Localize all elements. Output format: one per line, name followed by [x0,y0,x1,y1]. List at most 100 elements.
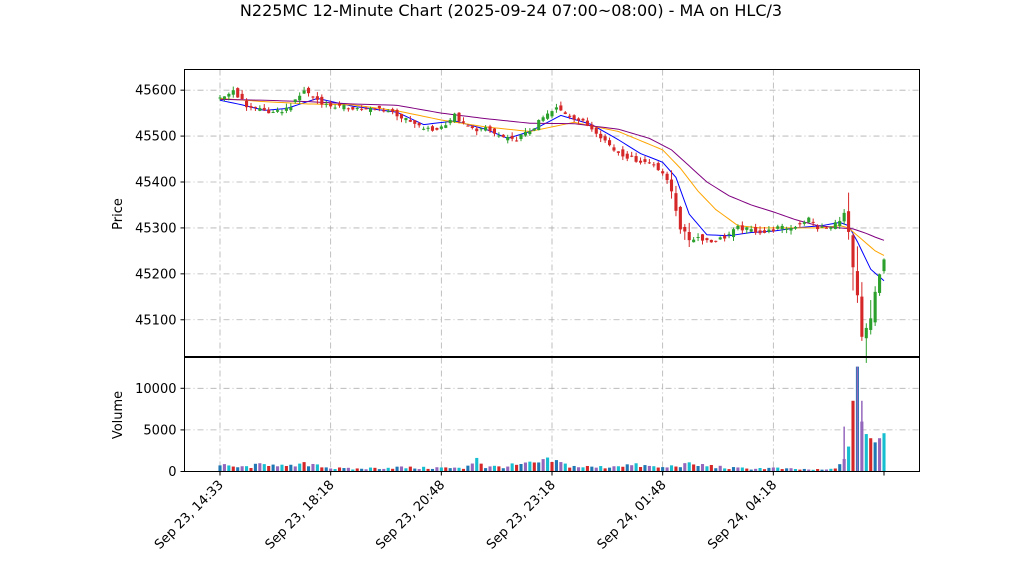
candle-body [820,226,824,228]
candle-body [510,136,514,139]
volume-bar [878,438,882,472]
candle-body [448,119,452,124]
volume-bar [222,464,226,472]
candle-body [351,107,355,110]
volume-bar [652,466,656,472]
candle-body [824,227,829,229]
volume-bars [218,366,886,472]
volume-bar [262,464,266,472]
volume-bar [829,468,833,472]
volume-bar [785,468,789,472]
volume-bar [497,466,501,472]
candle-body [616,151,620,153]
candle-body [249,106,253,108]
volume-bar [847,446,851,472]
volume-bar [258,463,262,472]
volume-bar [820,469,824,472]
candle-body [669,179,674,192]
candle-body [754,227,758,233]
candle-body [736,225,740,229]
candle-body [360,108,364,110]
candle-body [484,127,488,131]
volume-bar [267,466,271,472]
candle-body [289,107,293,111]
volume-bar [492,465,497,472]
volume-bar [306,466,311,472]
volume-bar [231,466,235,472]
candle-body [492,128,497,134]
candle-body [497,135,501,137]
candle-body [245,100,249,108]
volume-bar [727,469,731,472]
candle-body [479,128,483,130]
candles [218,86,886,363]
x-tick-label: Sep 24, 01:48 [595,478,670,553]
candle-body [833,222,837,229]
candle-body [306,87,311,94]
candle-body [793,226,798,229]
candle-body [537,120,541,131]
volume-bar [736,467,740,472]
volume-bar [364,469,368,472]
x-tick-label: Sep 23, 23:18 [484,478,559,553]
volume-bar [324,467,328,472]
volume-bar [315,464,319,472]
candle-body [811,221,815,223]
candle-body [554,107,558,110]
candle-body [594,127,598,134]
volume-bar [603,468,607,472]
volume-bar [475,457,479,472]
candle-body [749,229,753,232]
candle-body [324,103,328,105]
candle-body [364,108,368,110]
candle-body [253,106,257,108]
volume-bar [864,434,868,472]
volume-bar [430,468,435,472]
volume-grid [184,357,920,472]
candle-body [262,107,266,111]
candle-body [647,162,651,164]
candle-body [430,126,435,131]
volume-bar [714,468,718,472]
volume-bar [342,468,346,472]
volume-bar [368,467,373,472]
volume-bar [333,469,337,472]
price-tick-label: 45400 [135,176,176,191]
candle-body [652,164,656,166]
volume-bar [515,464,519,472]
volume-bar [541,459,545,472]
volume-bar [793,469,798,472]
candle-body [696,237,700,239]
candle-body [727,233,731,235]
x-ticks: Sep 23, 14:33 Sep 23, 18:18 Sep 23, 20:48 S… [152,471,885,553]
candle-body [568,115,572,117]
candle-body [638,160,643,163]
candle-body [399,113,404,119]
volume-bar [656,467,660,472]
candle-body [678,206,682,230]
volume-bar [869,438,873,472]
candle-body [603,136,607,141]
candle-body [869,318,873,330]
candle-body [723,235,727,239]
volume-bar [798,469,802,472]
volume-bar [789,468,793,472]
candle-body [785,228,789,230]
volume-bar [630,465,634,472]
volume-bar [776,467,780,472]
candle-body [426,127,430,129]
volume-bar [284,465,288,472]
candle-body [767,229,771,232]
volume-bar [625,464,629,472]
volume-bar [271,464,275,472]
candle-body [599,133,603,139]
candle-body [643,159,647,162]
volume-bar [758,468,762,472]
volume-bar [519,463,523,472]
candle-body [355,108,359,110]
candle-body [382,110,386,112]
candle-body [700,234,705,241]
volume-bar [643,465,647,472]
volume-bar [439,467,443,472]
candle-body [563,112,567,115]
